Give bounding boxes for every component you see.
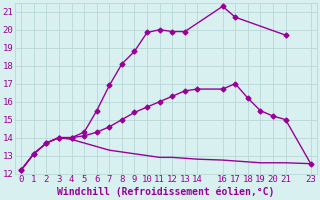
X-axis label: Windchill (Refroidissement éolien,°C): Windchill (Refroidissement éolien,°C)	[57, 187, 275, 197]
